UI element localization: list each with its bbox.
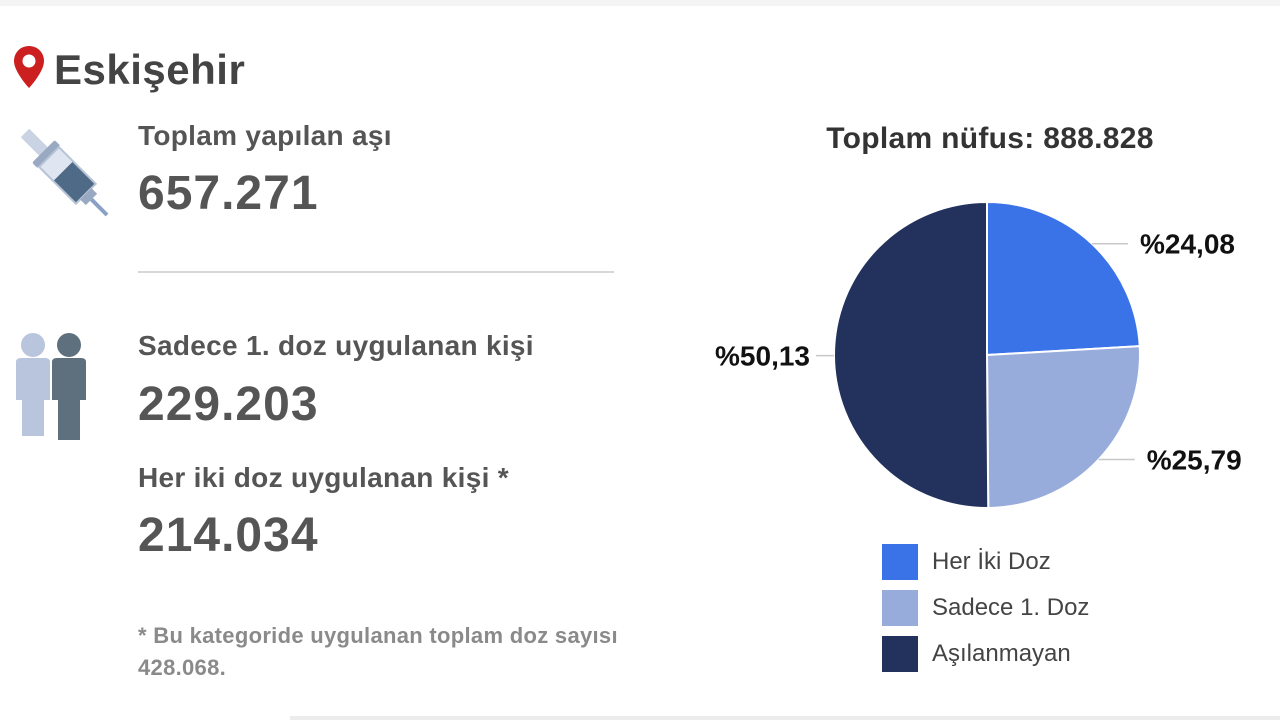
footnote: * Bu kategoride uygulanan toplam doz say… [138,623,618,680]
chart-legend: Her İki Doz Sadece 1. Doz Aşılanmayan [882,544,1089,682]
pie-slice-her-iki-doz [986,200,1141,357]
people-icon [12,330,94,447]
bottom-border [290,716,1280,720]
legend-swatch [882,544,918,580]
first-dose-label: Sadece 1. doz uygulanan kişi [138,330,534,361]
syringe-icon [10,118,122,235]
total-vaccine-label: Toplam yapılan aşı [138,120,392,151]
legend-label: Aşılanmayan [932,640,1071,667]
pie-slice-asilanmayan [833,200,990,509]
chart-title: Toplam nüfus: 888.828 [826,122,1154,155]
legend-label: Sadece 1. Doz [932,594,1090,621]
total-vaccine-value: 657.271 [138,167,319,220]
pie-slice-sadece-1-doz [985,345,1141,510]
pie-chart: %24,08 %25,79 %50,13 [715,200,1242,510]
city-header: Eskişehir [12,44,245,95]
top-border [0,0,1280,6]
first-dose-value: 229.203 [138,378,319,431]
both-doses-value: 214.034 [138,509,319,562]
legend-swatch [882,590,918,626]
legend-item-sadece-1-doz: Sadece 1. Doz [882,590,1089,626]
slice-label-asilanmayan: %50,13 [715,341,810,372]
both-doses-label: Her iki doz uygulanan kişi * [138,462,509,493]
city-name: Eskişehir [54,45,246,93]
legend-item-her-iki-doz: Her İki Doz [882,544,1089,580]
slice-label-sadece-1-doz: %25,79 [1147,445,1242,476]
legend-label: Her İki Doz [932,548,1051,575]
location-pin-icon [12,44,46,95]
legend-swatch [882,636,918,672]
slice-label-her-iki-doz: %24,08 [1140,229,1235,260]
legend-item-asilanmayan: Aşılanmayan [882,636,1089,672]
divider [138,271,614,273]
